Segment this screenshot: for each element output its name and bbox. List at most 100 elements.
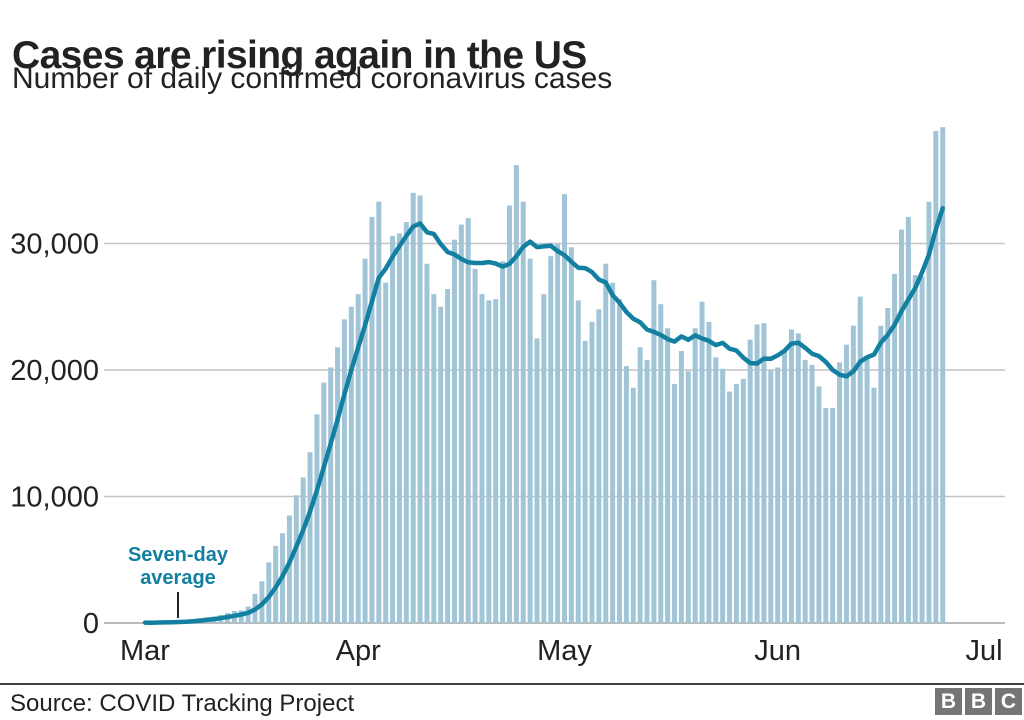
bbc-logo-letter: B xyxy=(935,688,962,715)
chart-subtitle: Number of daily confirmed coronavirus ca… xyxy=(12,62,613,95)
daily-cases-bar xyxy=(623,366,629,623)
daily-cases-bar xyxy=(293,495,299,623)
daily-cases-bar xyxy=(754,324,760,623)
daily-cases-bar xyxy=(610,282,616,623)
seven-day-average-label: average xyxy=(140,567,216,589)
daily-cases-bar xyxy=(348,306,354,623)
daily-cases-bar xyxy=(843,344,849,623)
daily-cases-bar xyxy=(300,477,306,623)
daily-cases-bar xyxy=(603,263,609,623)
daily-cases-bar xyxy=(747,339,753,623)
y-axis-tick-label: 10,000 xyxy=(10,482,99,514)
daily-cases-bar xyxy=(555,243,561,623)
x-axis-tick-label: Mar xyxy=(120,635,170,667)
daily-cases-bar xyxy=(341,319,347,623)
daily-cases-bar xyxy=(905,216,911,623)
daily-cases-bar xyxy=(919,276,925,623)
daily-cases-bar xyxy=(665,328,671,623)
daily-cases-bar xyxy=(568,247,574,624)
daily-cases-bar xyxy=(506,205,512,624)
x-axis-tick-label: Apr xyxy=(336,635,381,667)
daily-cases-bar xyxy=(892,273,898,623)
daily-cases-bar xyxy=(898,229,904,623)
cases-bar-line-chart: 0 10,000 20,000 30,000 Mar Apr May Jun Jul Seven-… xyxy=(10,127,1005,667)
daily-cases-bar xyxy=(885,308,891,623)
daily-cases-bar xyxy=(596,309,602,623)
daily-cases-bar xyxy=(335,347,341,623)
daily-cases-bar xyxy=(720,368,726,623)
bbc-logo-letter: C xyxy=(995,688,1022,715)
daily-cases-bar xyxy=(871,387,877,623)
daily-cases-bar xyxy=(451,239,457,623)
daily-cases-bar xyxy=(486,300,492,623)
daily-cases-bar xyxy=(424,263,430,623)
daily-cases-bar xyxy=(651,280,657,623)
daily-cases-bar xyxy=(328,367,334,623)
daily-cases-bar xyxy=(802,359,808,623)
daily-cases-bar xyxy=(733,383,739,623)
page-title: Cases are rising again in the US xyxy=(12,34,587,78)
daily-cases-bar xyxy=(933,130,939,624)
x-axis-tick-label: Jul xyxy=(965,635,1002,667)
daily-cases-bar xyxy=(390,235,396,623)
daily-cases-bar xyxy=(472,268,478,623)
footer-divider xyxy=(0,683,1024,685)
daily-cases-bar xyxy=(321,382,327,623)
daily-cases-bar xyxy=(561,194,567,624)
daily-cases-bar xyxy=(713,357,719,623)
daily-cases-bar xyxy=(445,289,451,623)
daily-cases-bar xyxy=(575,300,581,623)
x-axis-tick-label: Jun xyxy=(754,635,801,667)
y-axis-tick-label: 20,000 xyxy=(10,355,99,387)
daily-cases-bar xyxy=(658,304,664,623)
daily-cases-bar xyxy=(403,221,409,623)
daily-cases-bar xyxy=(795,333,801,623)
daily-cases-bar xyxy=(809,364,815,623)
daily-cases-bar xyxy=(857,296,863,623)
daily-cases-bar xyxy=(775,367,781,623)
daily-cases-bar xyxy=(589,321,595,623)
daily-cases-bar xyxy=(678,351,684,623)
daily-cases-bar xyxy=(782,351,788,623)
y-axis-tick-label: 30,000 xyxy=(10,229,99,261)
daily-cases-bar xyxy=(727,391,733,623)
daily-cases-bar xyxy=(493,299,499,623)
daily-cases-bar xyxy=(314,414,320,623)
daily-cases-bar xyxy=(672,383,678,623)
daily-cases-bar xyxy=(479,294,485,623)
daily-cases-bar xyxy=(500,261,506,623)
x-axis-tick-label: May xyxy=(537,635,592,667)
daily-cases-bar xyxy=(520,201,526,623)
daily-cases-bar xyxy=(926,201,932,623)
daily-cases-bar xyxy=(830,407,836,623)
daily-cases-bar xyxy=(513,165,519,623)
daily-cases-bar xyxy=(823,407,829,623)
daily-cases-bar xyxy=(266,562,272,623)
daily-cases-bar xyxy=(355,294,361,623)
daily-cases-bar xyxy=(582,340,588,623)
daily-cases-bar xyxy=(541,294,547,623)
daily-cases-bar xyxy=(286,515,292,623)
daily-cases-bar xyxy=(644,359,650,623)
y-axis-tick-label: 0 xyxy=(83,608,99,640)
daily-cases-bar xyxy=(940,127,946,624)
daily-cases-bar xyxy=(837,362,843,623)
daily-cases-bar xyxy=(816,386,822,623)
daily-cases-bar xyxy=(768,370,774,623)
daily-cases-bar xyxy=(699,301,705,623)
daily-cases-bar xyxy=(431,294,437,623)
daily-cases-bar xyxy=(438,306,444,623)
daily-cases-bar xyxy=(307,452,313,623)
daily-cases-bar xyxy=(548,256,554,623)
daily-cases-bar xyxy=(417,195,423,623)
daily-cases-bar xyxy=(740,378,746,623)
daily-cases-bar xyxy=(912,275,918,623)
daily-cases-bar xyxy=(878,325,884,623)
daily-cases-bar xyxy=(685,371,691,623)
daily-cases-bar xyxy=(637,347,643,623)
daily-cases-bar xyxy=(864,356,870,623)
bbc-logo: B B C xyxy=(935,688,1022,715)
daily-cases-bar xyxy=(630,387,636,623)
daily-cases-bar xyxy=(396,233,402,623)
seven-day-average-label: Seven-day xyxy=(128,544,229,566)
